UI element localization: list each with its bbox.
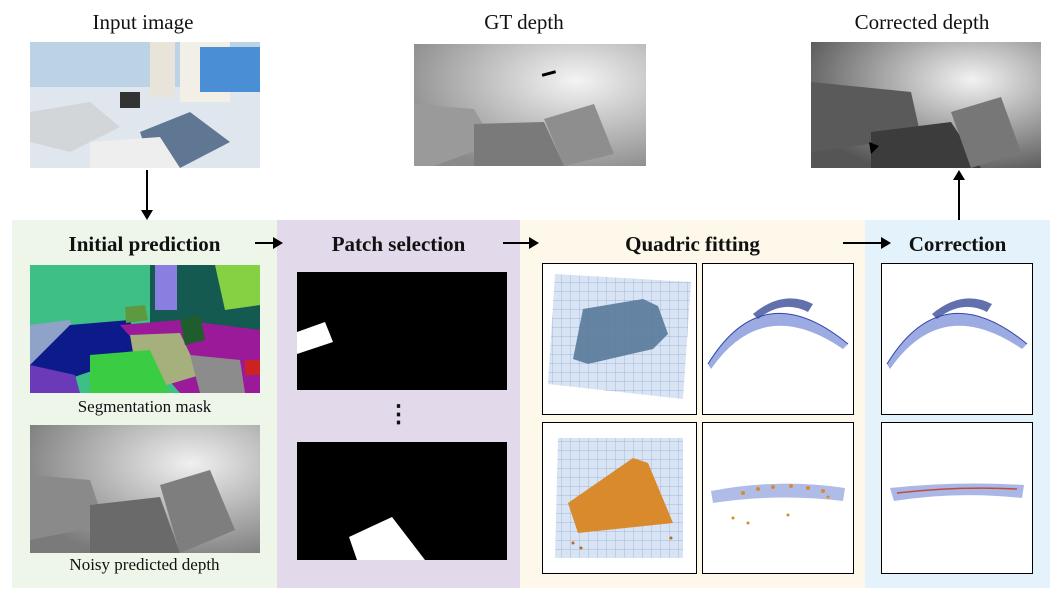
initial-prediction-panel: Initial prediction Segmentation mask [12,220,277,588]
down-arrow [141,170,153,220]
arrow-to-patch [255,237,283,249]
input-image [30,42,260,168]
quadric-surface-plot-2 [702,422,854,574]
gt-depth-image [414,44,646,166]
corrected-depth-title: Corrected depth [854,10,990,34]
corrected-surface-plot-1 [881,263,1033,415]
ellipsis: ⋮ [386,402,411,428]
arrow-to-quadric [503,237,539,249]
correction-panel: Correction [865,220,1050,588]
quadric-fitting-panel: Quadric fitting [520,220,865,588]
gt-depth-title: GT depth [484,10,564,34]
patch-mask-1 [297,272,507,390]
segmentation-mask-image [30,265,260,393]
patch-pointcloud-plot-2 [542,422,697,574]
patch-mask-2 [297,442,507,560]
noisy-depth-image [30,425,260,553]
input-image-title: Input image [92,10,194,34]
corrected-depth-image [811,42,1041,168]
up-arrow [953,170,965,220]
correction-title: Correction [908,232,1007,256]
segmentation-mask-caption: Segmentation mask [77,397,212,416]
arrow-to-correction [843,237,891,249]
corrected-surface-plot-2 [881,422,1033,574]
patch-selection-title: Patch selection [331,232,466,256]
patch-pointcloud-plot-1 [542,263,697,415]
initial-prediction-title: Initial prediction [68,232,221,256]
quadric-fitting-title: Quadric fitting [625,232,760,256]
noisy-depth-caption: Noisy predicted depth [69,555,220,574]
patch-selection-panel: Patch selection ⋮ [277,220,520,588]
quadric-surface-plot-1 [702,263,854,415]
